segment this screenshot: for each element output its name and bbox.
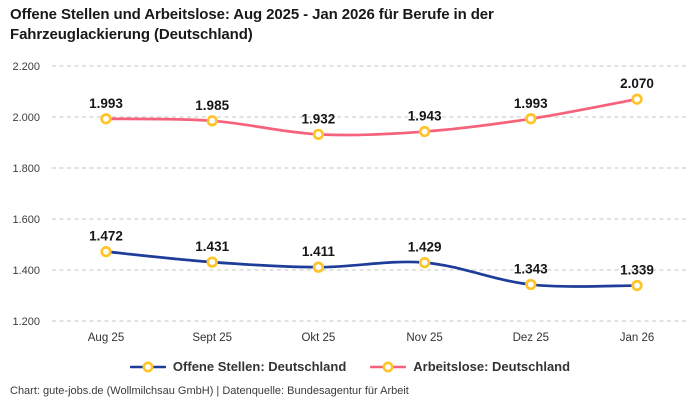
y-axis-tick-label: 1.800 [12, 163, 40, 175]
chart-title-line-2: Fahrzeuglackierung (Deutschland) [10, 26, 253, 44]
data-point-marker[interactable] [100, 245, 112, 258]
x-axis-tick-label: Sept 25 [192, 332, 232, 344]
data-point-marker[interactable] [525, 278, 537, 291]
data-point-value-label: 2.070 [620, 76, 654, 91]
data-point-marker[interactable] [631, 93, 643, 105]
x-axis-tick-label: Aug 25 [88, 332, 124, 344]
data-point-value-label: 1.343 [514, 262, 548, 277]
legend-item-offene-stellen[interactable]: Offene Stellen: Deutschland [129, 359, 347, 374]
data-point-marker[interactable] [312, 261, 325, 273]
legend-line-marker-icon [370, 361, 407, 372]
legend-item-arbeitslose[interactable]: Arbeitslose: Deutschland [370, 359, 570, 374]
data-point-value-label: 1.411 [302, 244, 336, 259]
legend-label-arbeitslose: Arbeitslose: Deutschland [413, 359, 571, 374]
data-point-value-label: 1.993 [514, 96, 548, 111]
chart-title: Offene Stellen und Arbeitslose: Aug 2025… [10, 5, 630, 46]
chart-title-line-1: Offene Stellen und Arbeitslose: Aug 2025… [10, 6, 494, 23]
series-line-offene-stellen [104, 250, 639, 288]
data-point-marker[interactable] [100, 113, 112, 125]
legend-swatch-offene-stellen-icon [129, 361, 166, 373]
y-axis-tick-label: 1.200 [12, 316, 40, 328]
x-axis-tick-label: Okt 25 [301, 332, 335, 344]
data-point-value-label: 1.431 [195, 239, 229, 254]
data-point-marker[interactable] [418, 256, 431, 269]
attribution-source-text: Chart: gute-jobs.de (Wollmilchsau GmbH) … [10, 385, 409, 397]
data-point-value-label: 1.943 [408, 109, 442, 124]
data-point-value-label: 1.429 [408, 240, 442, 255]
data-point-marker[interactable] [525, 113, 537, 125]
y-axis-tick-label: 1.600 [12, 214, 40, 226]
x-axis-tick-label: Dez 25 [513, 332, 549, 344]
line-chart-plot-area: 2.200 2.000 1.800 1.600 1.400 1.200 Aug 25 Sept… [12, 61, 689, 344]
y-axis-tick-label: 2.000 [12, 112, 40, 124]
y-axis-tick-label: 2.200 [12, 61, 40, 73]
data-point-marker[interactable] [631, 279, 643, 292]
x-axis-tick-label: Nov 25 [406, 332, 442, 344]
legend-swatch-arbeitslose-icon [370, 361, 407, 373]
legend-line-marker-icon [129, 361, 166, 372]
data-point-marker[interactable] [206, 115, 218, 127]
data-point-value-label: 1.985 [195, 98, 229, 113]
x-axis-tick-label: Jan 26 [620, 332, 655, 344]
data-point-marker[interactable] [418, 125, 431, 138]
data-point-marker[interactable] [312, 128, 325, 140]
legend-label-offene-stellen: Offene Stellen: Deutschland [172, 359, 347, 374]
data-point-marker[interactable] [206, 256, 218, 268]
legend: Offene Stellen: Deutschland Arbeitslose:… [0, 359, 700, 374]
data-point-value-label: 1.932 [302, 111, 336, 126]
y-axis-tick-label: 1.400 [12, 265, 40, 277]
series-line-arbeitslose [104, 97, 639, 137]
data-point-value-label: 1.472 [89, 229, 123, 244]
data-point-value-label: 1.339 [620, 263, 654, 278]
data-point-value-label: 1.993 [89, 96, 123, 111]
